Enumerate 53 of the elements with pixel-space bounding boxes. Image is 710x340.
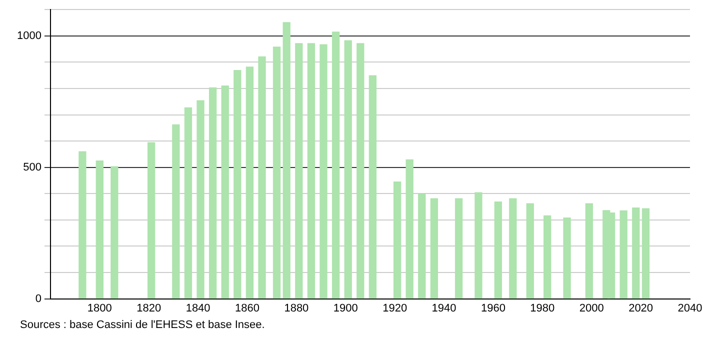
bar [221,86,229,299]
bar [642,208,650,299]
source-note: Sources : base Cassini de l'EHESS et base Insee. [20,319,265,331]
bar [430,198,438,299]
bar [282,22,290,299]
bar [585,203,593,299]
bar [332,32,340,299]
bar [78,151,86,299]
y-tick-label: 500 [23,161,42,174]
x-tick-label: 1940 [432,302,456,314]
bar [184,107,192,299]
x-tick-label: 1880 [284,302,309,314]
bar [196,100,204,299]
bar [208,87,217,299]
bar [258,56,266,299]
bar [544,215,552,299]
x-tick-label: 1840 [186,302,210,314]
y-tick-label: 1000 [16,30,42,42]
bar [454,198,463,299]
bar [393,181,402,299]
bar [563,217,571,299]
x-tick-label: 1920 [382,302,408,314]
bar [147,142,156,299]
bar [307,43,316,299]
x-tick-label: 2020 [628,302,654,314]
bar [632,208,640,299]
bar [620,210,628,299]
bar [172,124,180,299]
bar [234,70,242,299]
bar [295,43,303,299]
x-tick-label: 1960 [480,302,506,314]
bar [526,203,534,299]
x-tick-label: 1980 [530,302,555,314]
bar [110,166,118,299]
bar [246,66,254,299]
bar [418,193,426,299]
x-tick-label: 1900 [333,302,358,314]
x-tick-label: 1820 [136,302,162,314]
bar [474,192,482,299]
bar [320,44,328,299]
x-tick-label: 1800 [87,302,112,314]
bar [368,75,377,299]
bar [344,40,352,299]
x-tick-label: 1860 [235,302,260,314]
bar [356,43,364,299]
bar [494,201,502,299]
y-tick-label: 0 [35,292,42,305]
x-tick-label: 2040 [678,302,702,314]
x-tick-label: 2000 [579,302,604,314]
bar [272,46,281,299]
bar [509,198,517,299]
bar [96,160,104,299]
bar [406,159,414,299]
